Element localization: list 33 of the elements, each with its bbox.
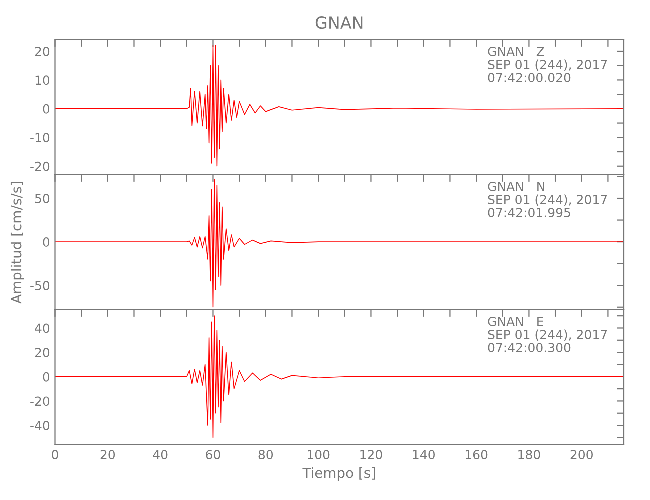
x-tick-label: 80 [258, 450, 274, 460]
line-series [55, 178, 624, 308]
x-tick-label: 120 [360, 450, 382, 460]
y-tick-label: 40 [35, 324, 50, 334]
y-tick-label: 50 [35, 194, 50, 204]
y-tick-label: -20 [30, 162, 50, 172]
x-tick-label: 140 [413, 450, 435, 460]
y-tick-label: -10 [30, 133, 50, 143]
line-series [55, 316, 624, 438]
x-tick-label: 40 [153, 450, 168, 460]
x-tick-label: 60 [206, 450, 220, 460]
x-axis-title: Tiempo [s] [302, 468, 376, 481]
annotation: GNAN N SEP 01 (244), 2017 07:42:01.995 [488, 182, 608, 218]
y-tick-label: -40 [30, 421, 50, 430]
y-tick-label: -50 [30, 281, 50, 291]
chart-title: GNAN [316, 16, 363, 30]
y-tick-label: 0 [43, 104, 50, 114]
y-tick-label: 20 [35, 46, 50, 56]
annotation: GNAN Z SEP 01 (244), 2017 07:42:00.020 [488, 46, 608, 83]
y-tick-label: 0 [43, 238, 50, 247]
line-series [55, 45, 624, 167]
x-tick-label: 0 [52, 450, 58, 460]
annotation: GNAN E SEP 01 (244), 2017 07:42:00.300 [488, 316, 608, 353]
x-tick-label: 20 [100, 450, 116, 460]
y-tick-label: -20 [30, 396, 50, 406]
x-tick-label: 180 [518, 450, 540, 460]
x-tick-label: 100 [308, 450, 330, 460]
y-tick-label: 10 [36, 76, 50, 86]
x-tick-label: 160 [466, 450, 488, 460]
y-tick-label: 0 [43, 372, 50, 382]
y-axis-title: Amplitud [cm/s/s] [10, 182, 24, 304]
y-tick-label: 20 [35, 348, 50, 358]
x-tick-label: 200 [570, 450, 593, 460]
